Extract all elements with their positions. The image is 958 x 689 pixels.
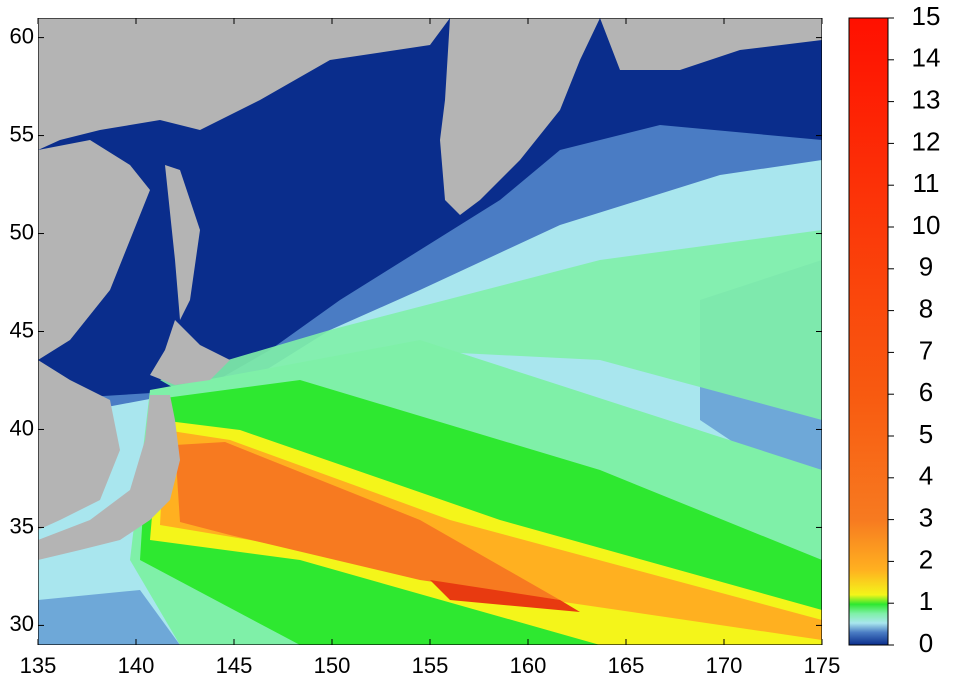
colorbar [849, 18, 888, 645]
colorbar-tick-label: 7 [919, 335, 933, 365]
y-tick-label: 40 [10, 415, 34, 440]
colorbar-tick-label: 12 [912, 126, 941, 156]
colorbar-tick-label: 15 [912, 1, 941, 31]
x-tick-label: 165 [608, 653, 645, 678]
land-kamchatka [440, 18, 600, 215]
x-tick-label: 175 [804, 653, 841, 678]
x-tick-label: 145 [216, 653, 253, 678]
colorbar-tick-label: 4 [919, 461, 933, 491]
y-tick-label: 50 [10, 219, 34, 244]
wave-peak [430, 580, 580, 612]
colorbar-tick-label: 14 [912, 43, 941, 73]
x-tick-label: 150 [314, 653, 351, 678]
land-korea [38, 360, 120, 530]
land-sakhalin [165, 165, 200, 320]
x-tick-label: 160 [510, 653, 547, 678]
colorbar-tick-label: 0 [919, 628, 933, 658]
y-tick-label: 30 [10, 611, 34, 636]
colorbar-tick-label: 2 [919, 544, 933, 574]
land-asia [38, 140, 150, 360]
ocean-southwest [38, 590, 180, 645]
colorbar-tick-label: 6 [919, 377, 933, 407]
land-hokkaido [150, 320, 230, 385]
land-honshu [38, 395, 180, 560]
x-tick-label: 170 [706, 653, 743, 678]
colorbar-tick-label: 11 [913, 168, 940, 198]
y-tick-label: 35 [10, 513, 34, 538]
colorbar-tick-label: 5 [919, 419, 933, 449]
ocean-deep [38, 18, 822, 400]
y-tick-label: 55 [10, 121, 34, 146]
map-area [38, 18, 822, 645]
colorbar-tick-label: 3 [919, 502, 933, 532]
land-siberia [600, 18, 822, 70]
colorbar-tick-label: 9 [919, 252, 933, 282]
colorbar-tick-label: 1 [919, 586, 933, 616]
colorbar-tick-label: 13 [912, 84, 941, 114]
colorbar-tick-label: 8 [919, 293, 933, 323]
colorbar-tick-label: 10 [912, 210, 941, 240]
x-tick-label: 135 [20, 653, 57, 678]
y-tick-label: 60 [10, 23, 34, 48]
colorbar-frame [848, 17, 889, 646]
land-asia-north [38, 18, 450, 150]
y-tick-label: 45 [10, 317, 34, 342]
x-tick-label: 140 [118, 653, 155, 678]
x-tick-label: 155 [412, 653, 449, 678]
wave-orange [175, 442, 560, 600]
